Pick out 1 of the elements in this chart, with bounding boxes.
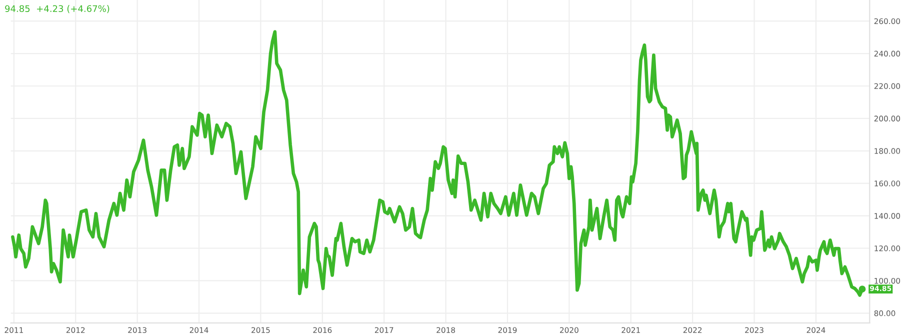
annotation: 94.85 +4.23 (+4.67%) xyxy=(5,5,110,14)
